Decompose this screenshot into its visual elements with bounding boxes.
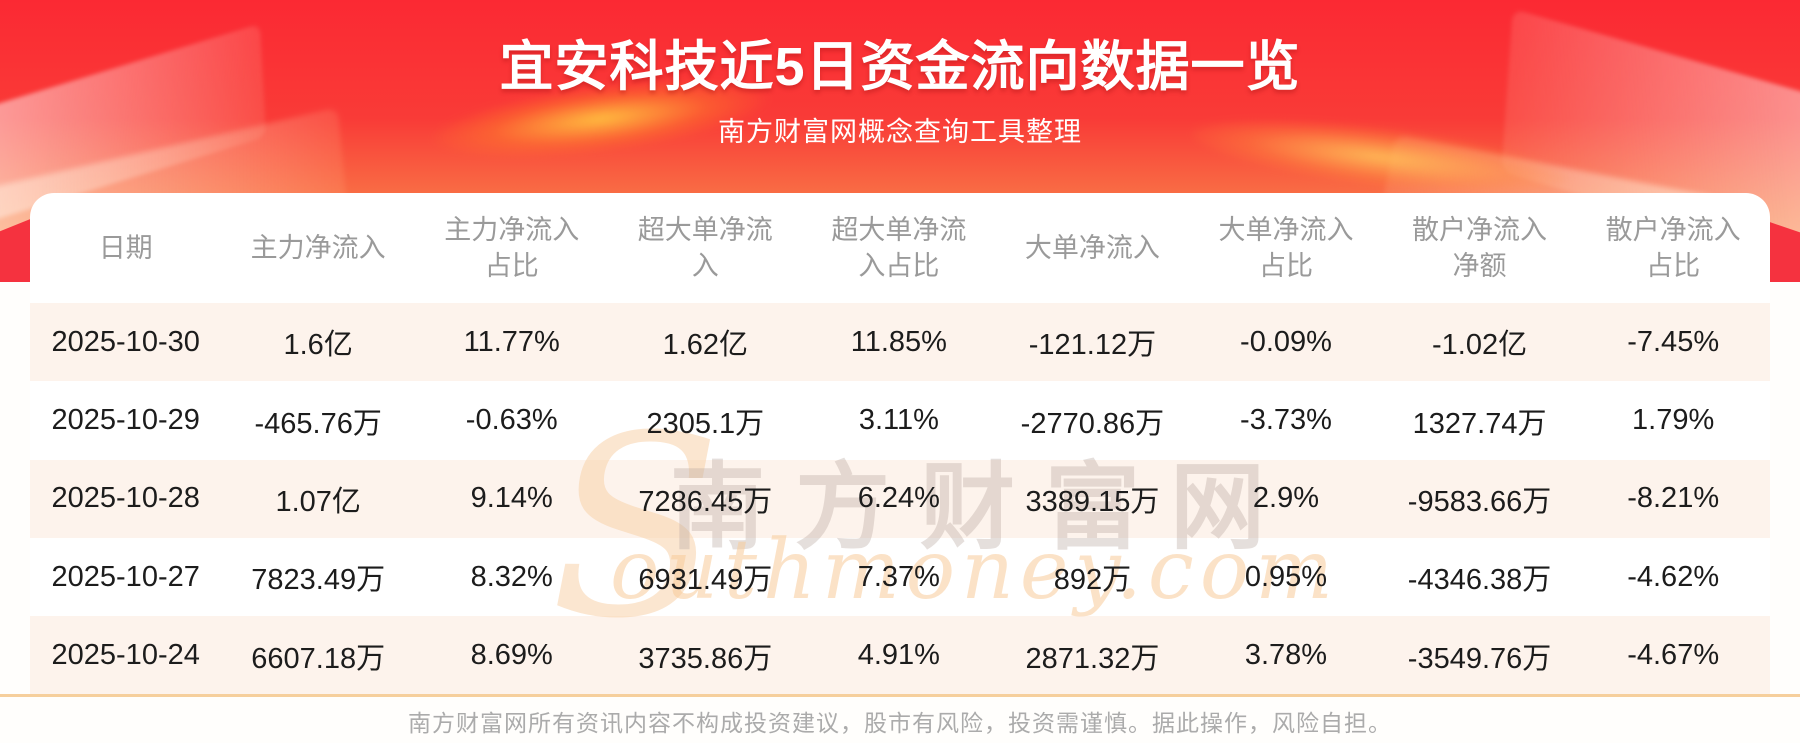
cell-super-large-net-inflow-ratio: 11.85% <box>850 325 947 358</box>
cell-retail-net-inflow: -1.02亿 <box>1431 329 1528 362</box>
cell-large-net-inflow: -121.12万 <box>1028 329 1157 362</box>
cell-main-net-inflow: -465.76万 <box>254 407 382 440</box>
cell-main-net-inflow-ratio: -0.63% <box>465 404 558 437</box>
column-header-main-net-inflow-ratio: 主力净流入占比 <box>444 214 580 281</box>
cell-date: 2025-10-27 <box>51 560 200 593</box>
header-row: 日期 主力净流入 主力净流入占比 超大单净流入 超大单净流入占比 大单净流入 大… <box>30 193 1770 303</box>
cell-main-net-inflow-ratio: 8.69% <box>470 639 553 672</box>
cell-main-net-inflow: 7823.49万 <box>251 564 386 597</box>
footer-divider <box>0 694 1800 697</box>
cell-main-net-inflow-ratio: 9.14% <box>470 482 553 515</box>
table-row: 2025-10-29 -465.76万 -0.63% 2305.1万 3.11%… <box>30 381 1770 459</box>
cell-main-net-inflow-ratio: 8.32% <box>470 560 553 593</box>
disclaimer-text: 南方财富网所有资讯内容不构成投资建议，股市有风险，投资需谨慎。据此操作，风险自担… <box>408 710 1392 736</box>
cell-super-large-net-inflow: 1.62亿 <box>662 329 749 362</box>
cell-retail-net-inflow-ratio: 1.79% <box>1632 404 1715 437</box>
cell-date: 2025-10-28 <box>51 482 200 515</box>
cell-large-net-inflow: 2871.32万 <box>1025 642 1160 675</box>
table-row: 2025-10-27 7823.49万 8.32% 6931.49万 7.37%… <box>30 538 1770 616</box>
cell-large-net-inflow-ratio: 2.9% <box>1252 482 1320 515</box>
cell-date: 2025-10-30 <box>51 325 200 358</box>
cell-retail-net-inflow-ratio: -7.45% <box>1627 325 1720 358</box>
table-header: 日期 主力净流入 主力净流入占比 超大单净流入 超大单净流入占比 大单净流入 大… <box>30 193 1770 303</box>
cell-retail-net-inflow: 1327.74万 <box>1412 407 1547 440</box>
table-body: 2025-10-30 1.6亿 11.77% 1.62亿 11.85% -121… <box>30 303 1770 695</box>
cell-date: 2025-10-29 <box>51 404 200 437</box>
cell-super-large-net-inflow: 3735.86万 <box>638 642 773 675</box>
cell-large-net-inflow-ratio: -3.73% <box>1240 404 1332 437</box>
cell-retail-net-inflow-ratio: -8.21% <box>1627 482 1720 515</box>
cell-retail-net-inflow-ratio: -4.67% <box>1627 639 1720 672</box>
cell-super-large-net-inflow-ratio: 6.24% <box>857 482 940 515</box>
cell-large-net-inflow: -2770.86万 <box>1020 407 1165 440</box>
cell-large-net-inflow-ratio: 0.95% <box>1244 560 1328 593</box>
cell-super-large-net-inflow: 2305.1万 <box>646 407 765 440</box>
column-header-main-net-inflow: 主力净流入 <box>250 232 386 263</box>
cell-retail-net-inflow: -9583.66万 <box>1407 485 1552 518</box>
page-subtitle: 南方财富网概念查询工具整理 <box>718 117 1082 147</box>
cell-large-net-inflow: 892万 <box>1053 564 1132 597</box>
cell-retail-net-inflow-ratio: -4.62% <box>1627 560 1720 593</box>
cell-large-net-inflow-ratio: 3.78% <box>1244 639 1328 672</box>
cell-main-net-inflow: 1.07亿 <box>275 485 361 518</box>
cell-main-net-inflow-ratio: 11.77% <box>463 325 560 358</box>
column-header-retail-net-inflow: 散户净流入净额 <box>1412 214 1548 281</box>
data-table-card: S 南方财富网 outhmoney.com 日期 主力净流入 主力净流入占比 超… <box>30 193 1770 695</box>
table-row: 2025-10-28 1.07亿 9.14% 7286.45万 6.24% 33… <box>30 460 1770 538</box>
cell-super-large-net-inflow-ratio: 3.11% <box>858 404 939 437</box>
cell-super-large-net-inflow-ratio: 7.37% <box>857 560 940 593</box>
cell-super-large-net-inflow-ratio: 4.91% <box>857 639 940 672</box>
table-row: 2025-10-30 1.6亿 11.77% 1.62亿 11.85% -121… <box>30 303 1770 381</box>
cell-super-large-net-inflow: 6931.49万 <box>638 564 773 597</box>
column-header-large-net-inflow-ratio: 大单净流入占比 <box>1218 214 1354 281</box>
page-title: 宜安科技近5日资金流向数据一览 <box>499 37 1301 97</box>
cell-main-net-inflow: 6607.18万 <box>251 642 386 675</box>
column-header-date: 日期 <box>98 232 153 263</box>
table-row: 2025-10-24 6607.18万 8.69% 3735.86万 4.91%… <box>30 617 1770 695</box>
column-header-super-large-net-inflow: 超大单净流入 <box>637 214 773 281</box>
cell-main-net-inflow: 1.6亿 <box>283 329 353 362</box>
cell-super-large-net-inflow: 7286.45万 <box>638 485 773 518</box>
cell-date: 2025-10-24 <box>51 639 200 672</box>
column-header-retail-net-inflow-ratio: 散户净流入占比 <box>1605 214 1741 281</box>
cell-retail-net-inflow: -3549.76万 <box>1407 642 1552 675</box>
column-header-super-large-net-inflow-ratio: 超大单净流入占比 <box>831 214 967 281</box>
cell-large-net-inflow: 3389.15万 <box>1025 485 1160 518</box>
fund-flow-table: 日期 主力净流入 主力净流入占比 超大单净流入 超大单净流入占比 大单净流入 大… <box>30 193 1770 695</box>
column-header-large-net-inflow: 大单净流入 <box>1024 232 1160 263</box>
cell-large-net-inflow-ratio: -0.09% <box>1240 325 1332 358</box>
cell-retail-net-inflow: -4346.38万 <box>1407 564 1552 597</box>
